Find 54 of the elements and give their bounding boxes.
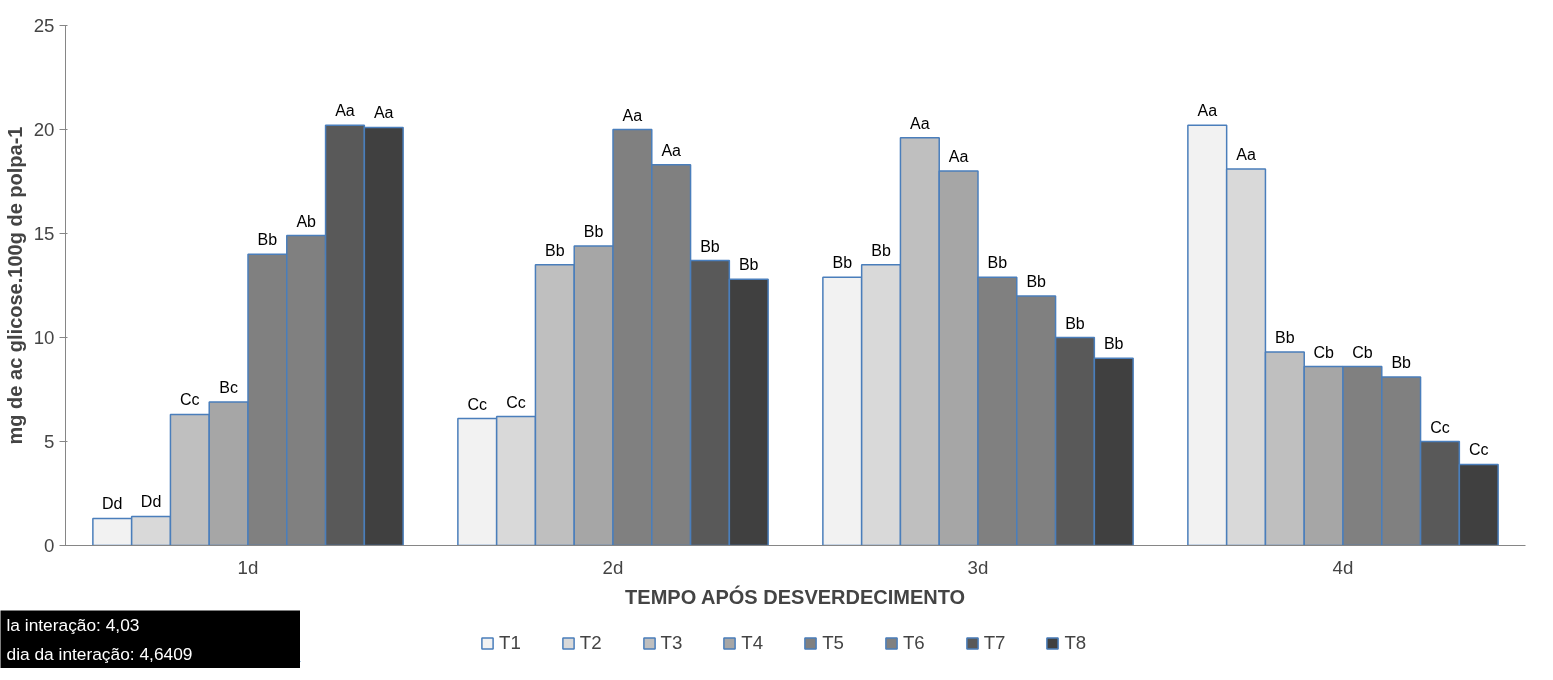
data-label: Bb bbox=[1026, 272, 1047, 290]
data-label: Bb bbox=[832, 254, 853, 272]
data-label: Aa bbox=[373, 104, 394, 122]
data-label: Bb bbox=[1391, 354, 1412, 372]
data-label: Bb bbox=[545, 241, 565, 259]
y-tick-label: 5 bbox=[44, 431, 55, 452]
legend-label: T5 bbox=[822, 632, 844, 654]
legend-label: T8 bbox=[1064, 632, 1087, 654]
data-label: Bb bbox=[1275, 329, 1295, 347]
y-axis-title: mg de ac glicose.100g de polpa-1 bbox=[3, 126, 26, 445]
data-label: Aa bbox=[910, 114, 930, 132]
data-label: Aa bbox=[335, 102, 355, 120]
data-label: Cc bbox=[1468, 441, 1489, 459]
legend-label: T2 bbox=[579, 632, 602, 654]
data-label: Bb bbox=[738, 256, 759, 274]
y-tick-label: 20 bbox=[33, 119, 55, 140]
legend-label: T3 bbox=[660, 632, 683, 654]
data-label: Aa bbox=[1197, 102, 1218, 120]
legend-label: T7 bbox=[983, 632, 1006, 654]
data-label: Dd bbox=[140, 493, 162, 511]
data-label: Cb bbox=[1313, 343, 1334, 361]
data-label: Bb bbox=[1065, 314, 1085, 332]
x-tick-label: 4d bbox=[1332, 556, 1354, 578]
data-label: Aa bbox=[948, 148, 969, 166]
data-label: Bb bbox=[257, 231, 278, 249]
text: la interação: 4,03 bbox=[6, 615, 140, 635]
data-label: Bb bbox=[871, 241, 891, 259]
data-label: Cc bbox=[180, 391, 200, 409]
data-label: Bb bbox=[583, 222, 604, 240]
y-tick-label: 15 bbox=[33, 223, 55, 244]
y-tick-label: 0 bbox=[44, 535, 55, 556]
legend-label: T1 bbox=[499, 632, 521, 654]
data-label: Cb bbox=[1352, 343, 1373, 361]
data-label: Dd bbox=[102, 495, 123, 513]
legend-label: T6 bbox=[902, 632, 925, 654]
data-label: Cc bbox=[1430, 418, 1450, 436]
data-label: Bb bbox=[1103, 335, 1124, 353]
legend-label: T4 bbox=[741, 632, 764, 654]
data-label: Cc bbox=[506, 393, 526, 411]
data-label: Aa bbox=[1236, 146, 1256, 164]
x-tick-label: 2d bbox=[602, 556, 624, 578]
text: dia da interação: 4,6409 bbox=[6, 644, 193, 664]
x-tick-label: 1d bbox=[237, 556, 259, 578]
x-tick-label: 3d bbox=[967, 556, 989, 578]
data-label: Ab bbox=[296, 212, 317, 230]
data-label: Bc bbox=[219, 378, 238, 396]
y-tick-label: 10 bbox=[33, 327, 55, 348]
data-label: Bb bbox=[700, 237, 720, 255]
data-label: Cc bbox=[467, 395, 488, 413]
data-label: Aa bbox=[661, 141, 682, 159]
x-axis-title: TEMPO APÓS DESVERDECIMENTO bbox=[625, 584, 966, 608]
y-tick-label: 25 bbox=[33, 15, 55, 36]
data-label: Aa bbox=[622, 106, 643, 124]
data-label: Bb bbox=[987, 254, 1008, 272]
